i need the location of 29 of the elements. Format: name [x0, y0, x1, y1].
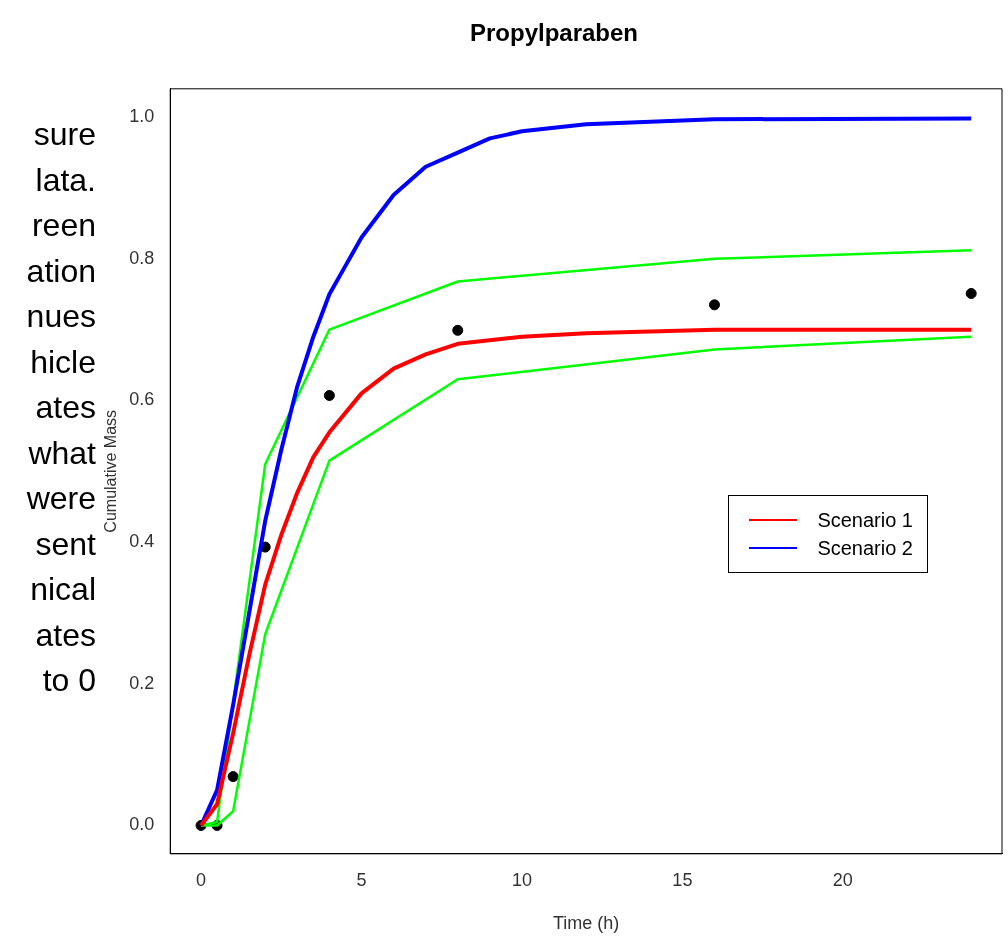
text: nical — [29, 570, 96, 609]
x-tick-label: 10 — [511, 869, 532, 890]
y-tick-label: 0.6 — [129, 389, 155, 410]
y-tick-label: 0.2 — [129, 672, 155, 693]
y-tick-label: 0.4 — [129, 531, 155, 552]
legend-label: Scenario 2 — [817, 536, 913, 561]
x-tick-label: 15 — [672, 869, 693, 890]
x-axis-title: Time (h) — [552, 913, 620, 934]
text: were — [25, 479, 96, 518]
text: what — [27, 433, 96, 473]
text: lata. — [34, 160, 96, 200]
text: to 0 — [41, 661, 96, 700]
text: ation — [25, 251, 96, 291]
text: hicle — [29, 342, 96, 382]
text: ates — [34, 615, 96, 655]
y-tick-label: 1.0 — [129, 106, 155, 127]
text: sure — [32, 115, 96, 154]
text: ates — [34, 388, 96, 427]
text: sent — [34, 524, 96, 564]
text: reen — [30, 206, 96, 245]
chart-title: Propylparaben — [469, 19, 639, 47]
legend-label: Scenario 1 — [817, 508, 913, 533]
text: nues — [25, 297, 96, 336]
x-tick-label: 20 — [832, 869, 853, 890]
y-tick-label: 0.8 — [129, 247, 155, 268]
x-tick-label: 5 — [356, 869, 367, 890]
y-tick-label: 0.0 — [129, 814, 155, 835]
y-axis-title: Cumulative Mass — [102, 409, 120, 533]
x-tick-label: 0 — [196, 869, 207, 890]
